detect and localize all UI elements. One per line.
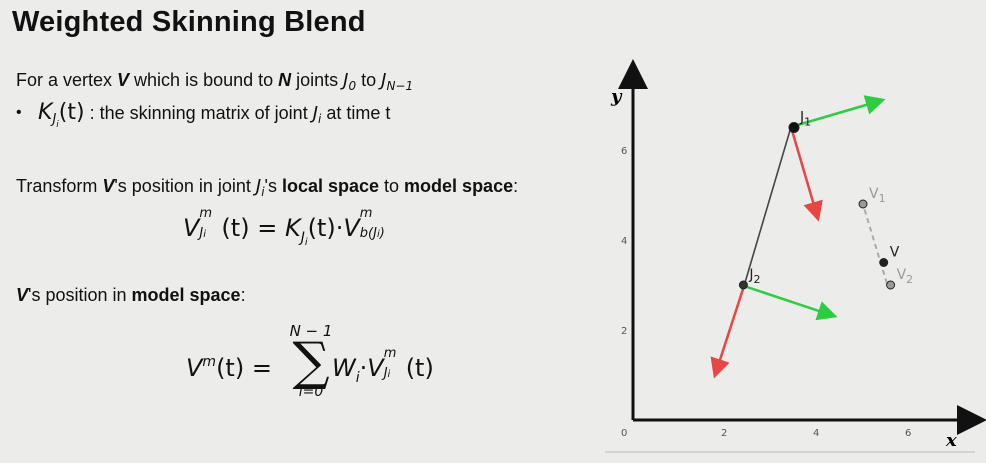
transform-v: V	[102, 176, 115, 196]
j2-y-axis-arrow	[710, 285, 746, 379]
bullet-t: (t)	[58, 100, 85, 125]
intro-mid: which is bound to	[129, 70, 279, 90]
bullet-marker: •	[16, 104, 22, 121]
bullet-k-subsub: i	[56, 120, 59, 130]
point-label-v2: V2	[897, 267, 914, 286]
point-j2	[738, 280, 748, 290]
intro-jn-sub: N−1	[386, 79, 414, 93]
point-v	[879, 258, 889, 267]
equation-blend-lhs: Vm(t) =	[186, 354, 272, 382]
sum-lower-limit: i=0	[298, 384, 324, 400]
x-tick-label: 0	[621, 428, 627, 439]
point-j1	[788, 122, 800, 133]
equation-blend-rhs: Wi·V m Ji (t)	[332, 346, 434, 386]
intro-prefix: For a vertex	[16, 70, 118, 90]
eq2-lhs-sup: m	[202, 354, 217, 370]
j1-y-axis-arrow	[789, 126, 823, 222]
intro-n: N	[278, 70, 292, 90]
eq1-k: K	[284, 214, 301, 242]
j1-x-axis-arrow	[790, 95, 886, 129]
eq2-v-subsub: i	[387, 369, 391, 380]
bullet-tail: at time t	[321, 103, 391, 123]
x-tick-label: 6	[905, 428, 911, 439]
y-tick-label: 4	[621, 236, 627, 247]
bullet-j: J	[312, 103, 319, 124]
bullet-k-sub: J	[52, 112, 57, 127]
eq2-t: (t) =	[216, 354, 272, 382]
intro-jn: J	[381, 70, 387, 91]
transform-local: local space	[281, 176, 380, 196]
eq1-v-sub: b(J	[359, 226, 377, 241]
eq2-v: V	[367, 354, 384, 382]
sum-upper-limit: N − 1	[289, 322, 333, 340]
point-label-v: V	[890, 245, 900, 261]
eq1-lhs-sub: J	[199, 226, 204, 241]
bullet-j-sub: i	[318, 112, 322, 126]
x-tick-label: 4	[813, 428, 819, 439]
eq1-k-sub: J	[300, 230, 305, 246]
eq2-v-sub: J	[383, 366, 388, 381]
eq2-w: W	[332, 354, 356, 382]
bullet-k: K	[38, 100, 53, 125]
point-label-j1: J1	[799, 110, 811, 129]
j2-x-axis-arrow	[743, 284, 838, 321]
eq1-lhs-subsub: i	[203, 229, 207, 240]
intro-to: to	[356, 70, 382, 90]
transform-mid2: 's	[264, 176, 282, 196]
eq2-w-sub: i	[355, 370, 360, 386]
eq1-t2: (t)·	[307, 214, 344, 242]
transform-j-sub: i	[261, 185, 265, 199]
slide-title: Weighted Skinning Blend	[12, 6, 366, 38]
summation: N − 1 ∑ i=0	[286, 322, 336, 400]
eq2-v-sup: m	[383, 346, 397, 361]
intro-joints: joints	[291, 70, 344, 90]
transform-colon: :	[513, 176, 519, 196]
intro-j0: J	[343, 70, 349, 91]
eq1-v-subsub: i	[376, 229, 380, 240]
bone-j1-j2	[743, 126, 792, 287]
x-tick-label: 2	[721, 428, 727, 439]
point-v2	[886, 280, 896, 290]
sum-symbol: ∑	[292, 332, 330, 392]
position-mid: 's position in	[28, 285, 132, 305]
bullet-line: KJi(t) : the skinning matrix of joint Ji…	[38, 100, 390, 130]
position-colon: :	[240, 285, 246, 305]
transform-j: J	[255, 176, 262, 197]
eq1-k-subsub: i	[304, 237, 308, 248]
intro-line: For a vertex V which is bound to N joint…	[16, 70, 413, 93]
transform-to: to	[379, 176, 405, 196]
eq2-t2: (t)	[405, 354, 434, 382]
transform-line: Transform V's position in joint Ji's loc…	[16, 176, 518, 199]
y-axis-label: y	[610, 86, 623, 107]
eq1-v-sup: m	[359, 206, 373, 221]
eq1-v-close: )	[379, 226, 385, 241]
intro-vertex: V	[117, 70, 130, 90]
position-line: V's position in model space:	[16, 285, 246, 306]
point-label-j2: J2	[748, 267, 760, 286]
intro-j0-sub: 0	[348, 79, 357, 93]
point-v1	[858, 199, 868, 209]
eq1-lhs: V	[183, 214, 200, 242]
transform-mid1: 's position in joint	[114, 176, 256, 196]
y-tick-label: 6	[621, 146, 627, 157]
eq2-lhs: V	[186, 354, 203, 382]
eq1-lhs-sup: m	[199, 206, 213, 221]
transform-model: model space	[404, 176, 514, 196]
bullet-text: : the skinning matrix of joint	[84, 103, 313, 123]
x-axis-label: x	[945, 430, 957, 451]
eq1-t: (t) =	[221, 214, 285, 242]
position-v: V	[16, 285, 29, 305]
eq1-v: V	[343, 214, 360, 242]
v1-v2-dashed	[861, 200, 889, 288]
eq2-dot: ·	[359, 354, 368, 382]
point-label-v1: V1	[869, 186, 886, 205]
position-model: model space	[131, 285, 241, 305]
transform-prefix: Transform	[16, 176, 103, 196]
y-tick-label: 2	[621, 326, 627, 337]
